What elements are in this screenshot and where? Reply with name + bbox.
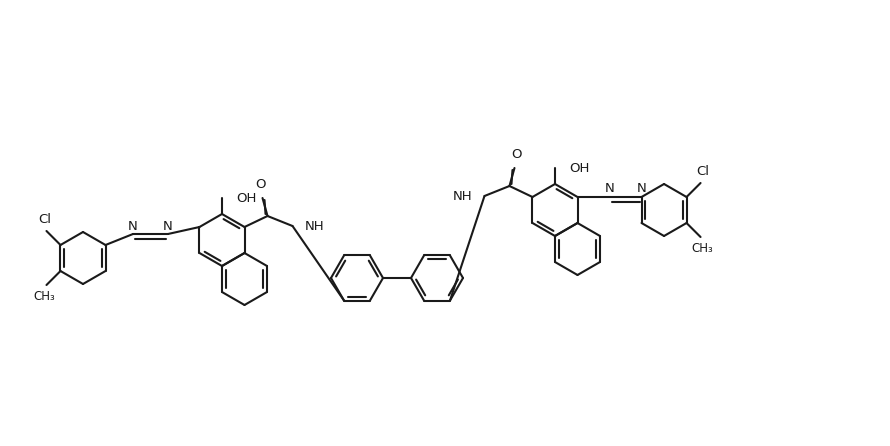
Text: N: N bbox=[128, 219, 138, 232]
Text: O: O bbox=[511, 148, 522, 161]
Text: N: N bbox=[636, 182, 646, 195]
Text: CH₃: CH₃ bbox=[34, 290, 55, 303]
Text: N: N bbox=[163, 219, 173, 232]
Text: NH: NH bbox=[453, 190, 473, 203]
Text: N: N bbox=[604, 182, 614, 195]
Text: O: O bbox=[255, 178, 266, 191]
Text: Cl: Cl bbox=[38, 213, 51, 226]
Text: NH: NH bbox=[304, 220, 324, 234]
Text: Cl: Cl bbox=[696, 165, 709, 178]
Text: OH: OH bbox=[236, 191, 256, 205]
Text: OH: OH bbox=[569, 161, 589, 174]
Text: CH₃: CH₃ bbox=[692, 242, 714, 255]
